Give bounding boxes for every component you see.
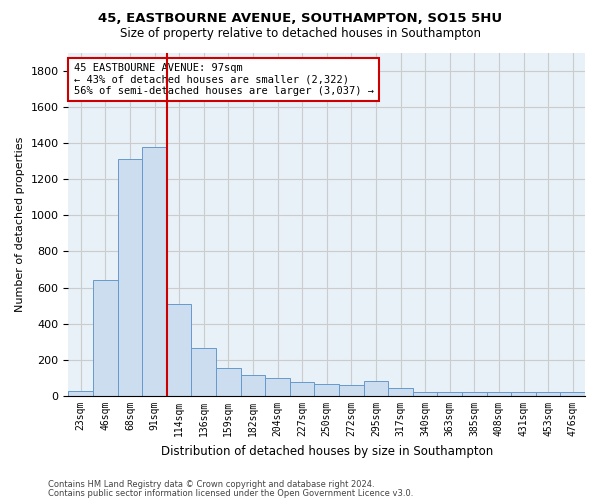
Text: 45 EASTBOURNE AVENUE: 97sqm
← 43% of detached houses are smaller (2,322)
56% of : 45 EASTBOURNE AVENUE: 97sqm ← 43% of det… — [74, 63, 374, 96]
Bar — [290, 382, 314, 396]
X-axis label: Distribution of detached houses by size in Southampton: Distribution of detached houses by size … — [161, 444, 493, 458]
Bar — [68, 390, 93, 396]
Bar — [364, 380, 388, 396]
Text: Contains public sector information licensed under the Open Government Licence v3: Contains public sector information licen… — [48, 489, 413, 498]
Bar — [191, 348, 216, 396]
Y-axis label: Number of detached properties: Number of detached properties — [15, 136, 25, 312]
Bar — [413, 392, 437, 396]
Bar — [216, 368, 241, 396]
Bar — [265, 378, 290, 396]
Bar — [437, 392, 462, 396]
Text: 45, EASTBOURNE AVENUE, SOUTHAMPTON, SO15 5HU: 45, EASTBOURNE AVENUE, SOUTHAMPTON, SO15… — [98, 12, 502, 26]
Bar — [93, 280, 118, 396]
Text: Size of property relative to detached houses in Southampton: Size of property relative to detached ho… — [119, 28, 481, 40]
Bar — [339, 385, 364, 396]
Bar — [388, 388, 413, 396]
Bar — [536, 392, 560, 396]
Text: Contains HM Land Registry data © Crown copyright and database right 2024.: Contains HM Land Registry data © Crown c… — [48, 480, 374, 489]
Bar — [462, 392, 487, 396]
Bar — [167, 304, 191, 396]
Bar — [142, 146, 167, 396]
Bar — [560, 392, 585, 396]
Bar — [487, 392, 511, 396]
Bar — [241, 376, 265, 396]
Bar — [314, 384, 339, 396]
Bar — [118, 159, 142, 396]
Bar — [511, 392, 536, 396]
